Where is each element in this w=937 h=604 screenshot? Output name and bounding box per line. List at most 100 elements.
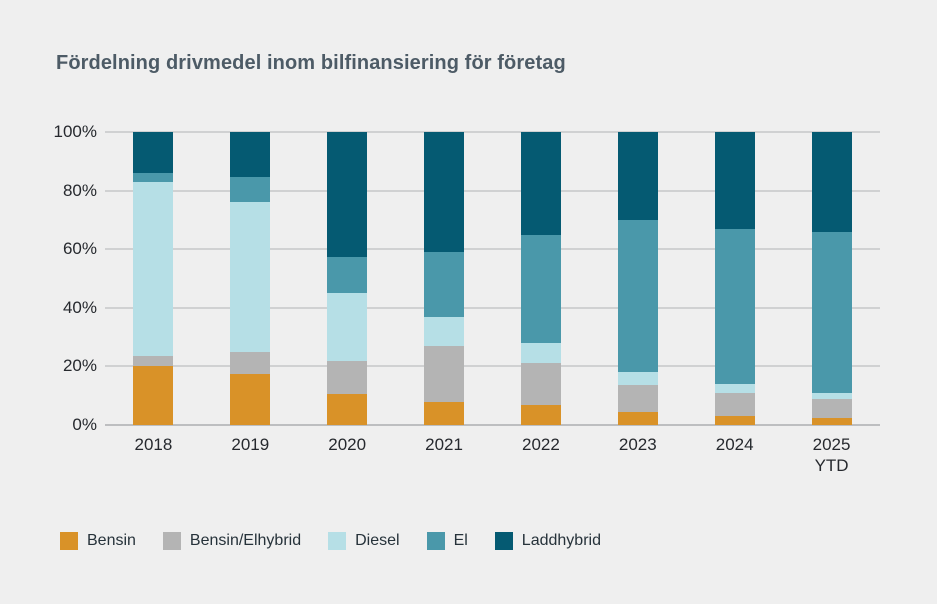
bar-segment-el [133,173,174,182]
bar-segment-diesel [811,392,852,399]
bar-segment-bensin-elhybrid [714,392,755,417]
gridline [105,365,880,368]
legend-label: Bensin [87,532,136,549]
x-axis-label: 2018 [105,434,202,476]
bar-segment-bensin-elhybrid [327,360,368,395]
legend-label: Bensin/Elhybrid [189,532,302,549]
bar-segment-diesel [230,202,271,352]
bar-segment-bensin-elhybrid [133,356,174,367]
x-axis-label-sub: YTD [814,456,849,475]
x-axis-label: 2019 [202,434,299,476]
y-axis-tick: 20% [62,356,97,376]
bar-2021 [424,132,465,425]
bar-slot [299,132,396,425]
x-axis-label-year: 2019 [231,435,270,454]
bar-slot [686,132,783,425]
bar-segment-diesel [424,316,465,346]
x-axis-label-year: 2018 [134,435,173,454]
bar-2024 [714,132,755,425]
bar-segment-el [230,177,271,203]
gridline [105,248,880,251]
legend-item-diesel: Diesel [328,532,400,550]
bar-slot [396,132,493,425]
bar-segment-bensin [714,416,755,425]
bar-slot [493,132,590,425]
bar-slot [105,132,202,425]
x-axis-label: 2025 YTD [783,434,880,476]
bar-segment-diesel [714,384,755,393]
x-axis-label: 2022 [493,434,590,476]
x-axis-label: 2023 [589,434,686,476]
bar-2025 [811,132,852,425]
bar-segment-bensin-elhybrid [424,345,465,402]
gridline [105,189,880,192]
legend-swatch [426,532,445,550]
bar-segment-laddhybrid [811,132,852,232]
y-axis: 0% 20% 40% 60% 80% 100% [0,123,97,434]
legend-label: El [453,532,468,549]
bar-segment-laddhybrid [424,132,465,253]
legend-swatch [494,532,513,550]
y-axis-tick: 100% [53,122,97,141]
bar-segment-bensin [424,401,465,425]
gridline [105,306,880,309]
bar-segment-bensin-elhybrid [230,351,271,374]
legend-swatch [328,532,347,550]
bar-segment-el [617,219,658,373]
bar-segment-bensin-elhybrid [617,385,658,412]
bar-segment-el [520,234,561,343]
bar-segment-diesel [327,293,368,361]
bar-segment-bensin [617,411,658,425]
legend: Bensin Bensin/Elhybrid Diesel El Laddhybrid [60,532,601,550]
legend-item-laddhybrid: Laddhybrid [494,532,601,550]
x-axis-label-year: 2025 [812,435,851,454]
bar-slot [202,132,299,425]
bar-segment-bensin-elhybrid [520,363,561,405]
bar-2018 [133,132,174,425]
bar-segment-el [424,252,465,317]
legend-swatch [60,532,78,550]
x-axis-label: 2020 [299,434,396,476]
plot-area [105,131,880,426]
x-axis-label-year: 2020 [328,435,367,454]
bar-segment-laddhybrid [617,132,658,220]
bar-2022 [520,132,561,425]
bar-segment-bensin [327,394,368,425]
legend-item-el: El [426,532,468,550]
bar-segment-diesel [617,372,658,386]
x-axis-label-year: 2022 [522,435,560,454]
bar-2020 [327,132,368,425]
legend-label: Laddhybrid [521,532,601,549]
x-axis-label-year: 2023 [618,435,657,454]
legend-swatch [162,532,181,550]
bar-slot [783,132,880,425]
x-axis-label: 2021 [396,434,493,476]
bar-segment-bensin [811,417,852,425]
legend-item-bensin-elhybrid: Bensin/Elhybrid [162,532,302,550]
legend-item-bensin: Bensin [60,532,136,550]
bar-segment-laddhybrid [133,132,174,174]
y-axis-tick: 0% [72,415,97,434]
bar-segment-bensin [133,366,174,425]
y-axis-tick: 60% [62,239,97,259]
x-axis-label-year: 2024 [715,435,754,454]
y-axis-tick: 40% [62,297,97,317]
bar-2023 [617,132,658,425]
bar-segment-bensin-elhybrid [811,398,852,418]
x-axis-label-year: 2021 [425,435,463,454]
gridline [105,131,880,133]
bar-segment-el [327,256,368,294]
x-axis: 2018 2019 2020 2021 2022 2023 2024 2025 YTD [105,434,880,476]
page-title: Fördelning drivmedel inom bilfinansierin… [56,52,566,74]
bar-segment-el [811,231,852,393]
bar-segment-el [714,228,755,384]
gridline [105,424,880,426]
y-axis-tick: 80% [62,180,97,200]
bar-segment-diesel [133,181,174,357]
bar-slot [589,132,686,425]
bar-segment-bensin [520,404,561,425]
bar-segment-laddhybrid [714,132,755,229]
bar-segment-diesel [520,342,561,364]
bars-row [105,132,880,425]
